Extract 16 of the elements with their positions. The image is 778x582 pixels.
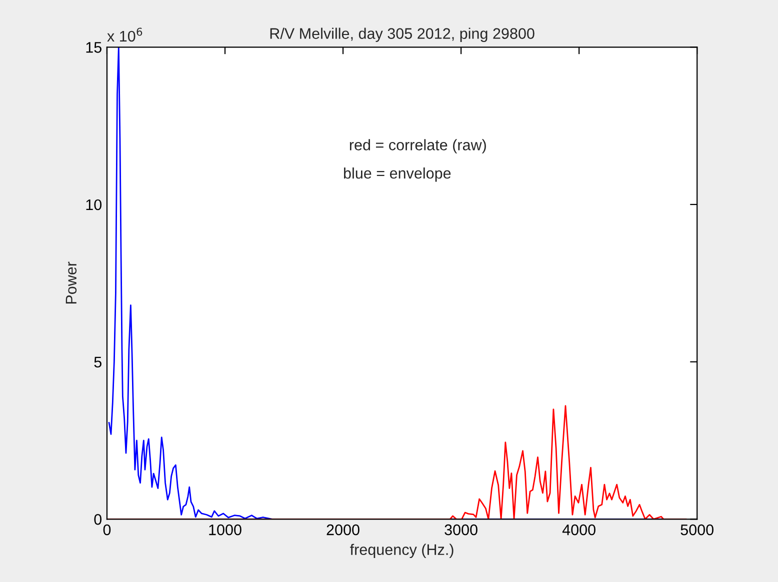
- y-axis-title: Power: [66, 262, 77, 304]
- x-axis-title: frequency (Hz.): [350, 544, 454, 558]
- x-tick-label: 4000: [562, 524, 596, 536]
- annotation: blue = envelope: [344, 167, 451, 182]
- x-tick-label: 3000: [444, 524, 478, 536]
- text: x 10$^{6}$: [107, 28, 142, 42]
- x-tick-label: 1000: [209, 524, 242, 536]
- annotation: red = correlate (raw): [350, 139, 486, 154]
- y-tick-label: 15: [86, 42, 102, 53]
- x-tick-label: 0: [103, 524, 111, 536]
- x-tick-label: 5000: [680, 524, 714, 536]
- y-tick-label: 0: [94, 514, 102, 525]
- chart-title: R/V Melville, day 305 2012, ping 29800: [270, 28, 534, 42]
- y-tick-label: 10: [86, 199, 102, 210]
- x-tick-label: 2000: [326, 524, 360, 536]
- y-tick-label: 5: [94, 356, 102, 368]
